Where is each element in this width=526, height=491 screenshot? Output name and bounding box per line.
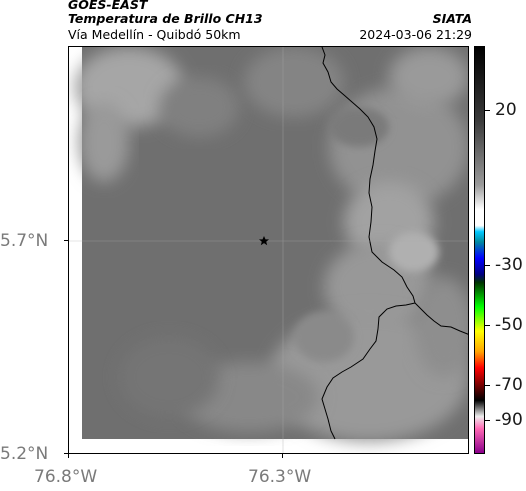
colorbar-label-minus-30: -30 <box>495 255 523 275</box>
lat-label-5-2: 5.2°N <box>0 444 49 464</box>
product-name: Temperatura de Brillo CH13 <box>68 11 263 26</box>
lon-tick <box>68 454 69 458</box>
lon-label-76-8: 76.8°W <box>34 467 98 487</box>
satellite-title: GOES-EAST <box>68 0 148 12</box>
agency-name: SIATA <box>432 11 472 26</box>
colorbar-tick <box>485 325 490 326</box>
boundary-line <box>321 302 416 440</box>
colorbar <box>474 46 485 454</box>
colorbar-label-20: 20 <box>495 100 517 120</box>
colorbar-label-minus-50: -50 <box>495 315 523 335</box>
subtitle-row: Vía Medellín - Quibdó 50km 2024-03-06 21… <box>68 28 472 42</box>
lon-tick <box>282 454 283 458</box>
star-icon[interactable] <box>259 236 269 246</box>
colorbar-tick <box>485 265 490 266</box>
colorbar-label-minus-70: -70 <box>495 375 523 395</box>
map-canvas <box>69 47 468 453</box>
region-name: Vía Medellín - Quibdó 50km <box>68 27 241 42</box>
lat-label-5-7: 5.7°N <box>0 231 49 251</box>
timestamp: 2024-03-06 21:29 <box>359 27 472 42</box>
satellite-map[interactable] <box>68 46 469 454</box>
lat-tick <box>64 453 68 454</box>
colorbar-tick <box>485 385 490 386</box>
colorbar-label-minus-90: -90 <box>495 410 523 430</box>
boundary-line <box>321 47 416 304</box>
product-title: Temperatura de Brillo CH13 SIATA <box>68 12 472 26</box>
boundary-line <box>414 302 468 335</box>
colorbar-tick <box>485 420 490 421</box>
colorbar-tick <box>485 110 490 111</box>
cloud-field <box>74 47 468 442</box>
lon-label-76-3: 76.3°W <box>248 467 312 487</box>
lat-tick <box>64 240 68 241</box>
